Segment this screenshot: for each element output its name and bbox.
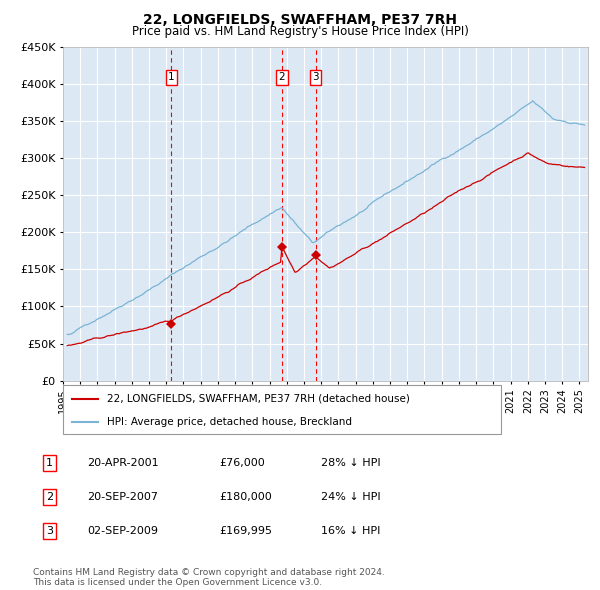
Text: 02-SEP-2009: 02-SEP-2009 bbox=[87, 526, 158, 536]
Text: £76,000: £76,000 bbox=[219, 458, 265, 468]
Text: 28% ↓ HPI: 28% ↓ HPI bbox=[321, 458, 380, 468]
Text: 2: 2 bbox=[46, 492, 53, 502]
Text: 24% ↓ HPI: 24% ↓ HPI bbox=[321, 492, 380, 502]
Text: 20-SEP-2007: 20-SEP-2007 bbox=[87, 492, 158, 502]
Text: Contains HM Land Registry data © Crown copyright and database right 2024.
This d: Contains HM Land Registry data © Crown c… bbox=[33, 568, 385, 587]
Text: 3: 3 bbox=[312, 72, 319, 82]
Text: 16% ↓ HPI: 16% ↓ HPI bbox=[321, 526, 380, 536]
Text: 2: 2 bbox=[278, 72, 285, 82]
Text: 1: 1 bbox=[168, 72, 175, 82]
Text: 22, LONGFIELDS, SWAFFHAM, PE37 7RH (detached house): 22, LONGFIELDS, SWAFFHAM, PE37 7RH (deta… bbox=[107, 394, 410, 404]
Text: HPI: Average price, detached house, Breckland: HPI: Average price, detached house, Brec… bbox=[107, 417, 352, 427]
Text: £169,995: £169,995 bbox=[219, 526, 272, 536]
Text: 1: 1 bbox=[46, 458, 53, 468]
Text: 3: 3 bbox=[46, 526, 53, 536]
Text: 20-APR-2001: 20-APR-2001 bbox=[87, 458, 158, 468]
Text: 22, LONGFIELDS, SWAFFHAM, PE37 7RH: 22, LONGFIELDS, SWAFFHAM, PE37 7RH bbox=[143, 13, 457, 27]
FancyBboxPatch shape bbox=[63, 385, 501, 434]
Text: Price paid vs. HM Land Registry's House Price Index (HPI): Price paid vs. HM Land Registry's House … bbox=[131, 25, 469, 38]
Text: £180,000: £180,000 bbox=[219, 492, 272, 502]
